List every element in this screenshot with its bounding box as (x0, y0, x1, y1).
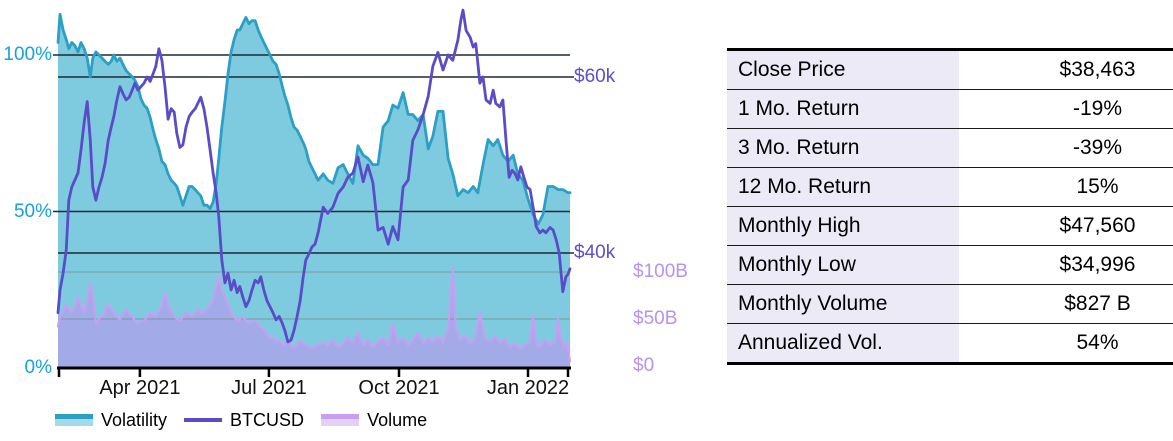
volatility-price-volume-chart (53, 8, 574, 377)
volume-line (56, 267, 572, 363)
stat-label: Monthly Low (727, 245, 959, 285)
table-row: 1 Mo. Return -19% (727, 89, 1173, 129)
table-row: 3 Mo. Return -39% (727, 128, 1173, 168)
table-row: Close Price $38,463 (727, 49, 1173, 90)
y-axis-label-100pct: 100% (3, 44, 52, 65)
table-row: Monthly Volume $827 B (727, 284, 1173, 324)
chart-legend: Volatility BTCUSD Volume (55, 407, 444, 433)
y-axis-label-100b: $100B (633, 261, 688, 282)
stat-value: 15% (959, 167, 1173, 207)
stat-value: 54% (959, 323, 1173, 364)
stat-label: Monthly Volume (727, 284, 959, 324)
stat-label: 1 Mo. Return (727, 89, 959, 129)
x-axis-label-jul-2021: Jul 2021 (231, 377, 307, 399)
volatility-area-swatch-icon (55, 414, 93, 426)
stat-label: 3 Mo. Return (727, 128, 959, 168)
legend-label-btcusd: BTCUSD (230, 409, 305, 430)
chart-panel: 100% 50% 0% $60k $40k $100B $50B $0 Apr … (3, 8, 688, 433)
stat-value: -19% (959, 89, 1173, 129)
y-axis-label-50pct: 50% (13, 200, 52, 222)
x-axis-label-apr-2021: Apr 2021 (99, 377, 181, 399)
stat-label: Close Price (727, 49, 959, 90)
stat-label: 12 Mo. Return (727, 167, 959, 207)
volume-area-swatch-icon (321, 414, 360, 426)
volatility-area (58, 14, 570, 369)
btcusd-line (56, 8, 572, 344)
btcusd-line-swatch-icon (184, 418, 223, 422)
x-axis-label-oct-2021: Oct 2021 (358, 377, 440, 399)
stat-value: $827 B (959, 284, 1173, 324)
y-axis-label-0pct: 0% (24, 357, 52, 378)
stat-value: $47,560 (959, 206, 1173, 246)
volatility-line (56, 12, 572, 226)
y-axis-label-0b: $0 (633, 355, 655, 376)
stat-value: $38,463 (1059, 58, 1136, 81)
y-axis-label-40k: $40k (574, 242, 616, 263)
stat-value: -39% (959, 128, 1173, 168)
stat-label: Monthly High (727, 206, 959, 246)
stat-value: $34,996 (959, 245, 1173, 285)
table-row: Annualized Vol. 54% (727, 323, 1173, 364)
table-row: Monthly High $47,560 (727, 206, 1173, 246)
stat-label: Annualized Vol. (727, 323, 959, 364)
table-row: 12 Mo. Return 15% (727, 167, 1173, 207)
y-axis-label-60k: $60k (574, 66, 616, 87)
table-row: Monthly Low $34,996 (727, 245, 1173, 285)
stats-table: Close Price $38,463 1 Mo. Return -19% 3 Mo… (727, 48, 1173, 365)
legend-label-volatility: Volatility (101, 409, 168, 430)
legend-label-volume: Volume (367, 409, 428, 430)
x-axis-label-jan-2022: Jan 2022 (486, 377, 570, 399)
y-axis-label-50b: $50B (633, 308, 678, 329)
